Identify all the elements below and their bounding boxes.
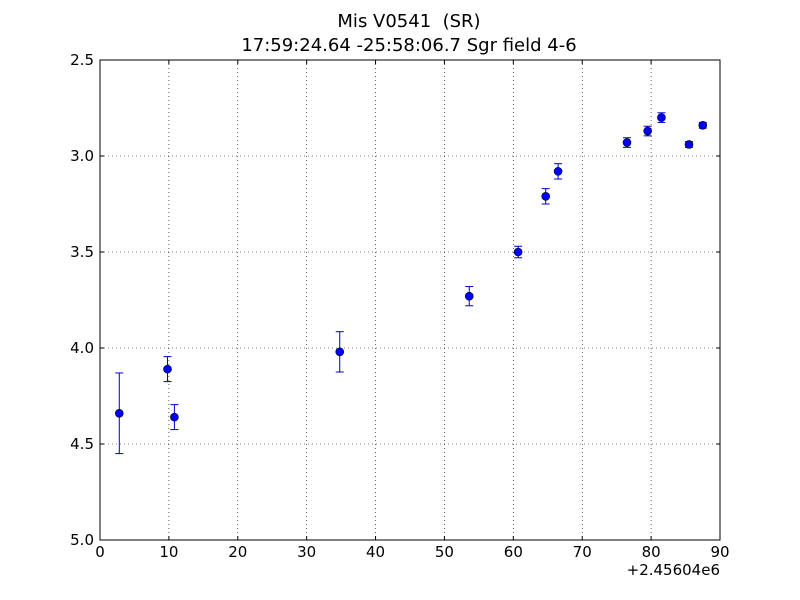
plot-frame — [99, 59, 721, 541]
data-point-group — [163, 356, 172, 383]
data-point-group — [553, 163, 563, 180]
data-point-group — [643, 125, 652, 137]
data-point — [684, 140, 694, 149]
x-tick-label: 0 — [95, 543, 105, 561]
chart-title: Mis V0541 (SR) — [337, 11, 481, 32]
y-tick-label: 4.0 — [70, 339, 94, 357]
data-point-group — [170, 404, 179, 431]
x-offset-label: +2.45604e6 — [627, 561, 720, 579]
data-point — [170, 412, 179, 422]
data-point-group — [657, 112, 666, 123]
x-tick-label: 50 — [435, 543, 454, 561]
x-tick-label: 40 — [366, 543, 385, 561]
data-point — [553, 167, 563, 176]
y-tick-label: 3.0 — [70, 147, 94, 165]
x-tick-label: 80 — [642, 543, 661, 561]
x-tick-label: 30 — [297, 543, 316, 561]
ticks: 0 10 20 30 40 50 60 70 80 90 2.5 3.0 3.5 4.0 4.5 5.0 — [70, 51, 729, 561]
data-point-group — [513, 245, 523, 259]
grid — [99, 59, 721, 541]
data-point — [541, 192, 551, 201]
y-tick-label: 2.5 — [70, 51, 94, 69]
data-point-group — [684, 140, 694, 149]
data-point-group — [698, 120, 708, 130]
y-tick-label: 3.5 — [70, 243, 94, 261]
data-point-group — [541, 188, 551, 205]
data-point — [698, 120, 708, 130]
data-point-group — [622, 137, 632, 148]
x-tick-label: 70 — [573, 543, 592, 561]
data-point — [643, 126, 652, 136]
data-point — [464, 291, 474, 301]
data-layer — [114, 112, 708, 455]
x-tick-label: 10 — [159, 543, 178, 561]
data-point — [335, 347, 345, 357]
data-point — [657, 113, 666, 122]
data-point-group — [114, 372, 124, 455]
x-tick-label: 20 — [228, 543, 247, 561]
y-tick-label: 4.5 — [70, 435, 94, 453]
data-point — [622, 138, 632, 147]
y-tick-label: 5.0 — [70, 531, 94, 549]
x-tick-label: 60 — [504, 543, 523, 561]
x-tick-label: 90 — [710, 543, 729, 561]
chart-subtitle: 17:59:24.64 -25:58:06.7 Sgr field 4-6 — [241, 35, 577, 56]
data-point — [513, 247, 523, 257]
data-point-group — [335, 331, 345, 373]
data-point-group — [464, 286, 474, 307]
data-point — [114, 408, 124, 418]
data-point — [163, 364, 172, 374]
